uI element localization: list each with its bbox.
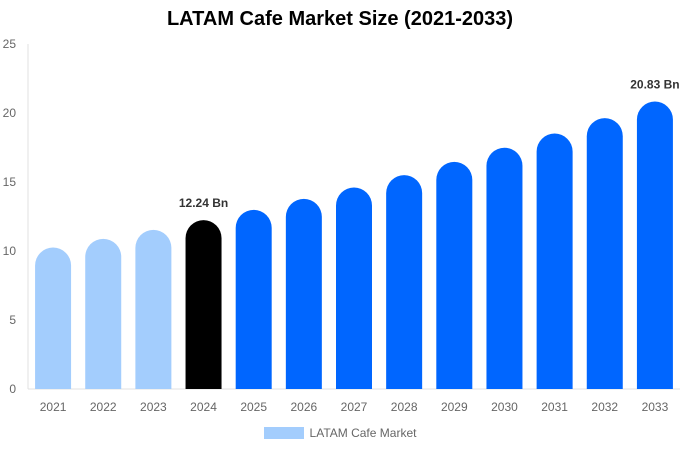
- x-tick-label: 2032: [591, 400, 618, 414]
- bar-2032: [586, 118, 623, 389]
- bar-2027: [336, 187, 372, 389]
- x-tick-label: 2025: [240, 400, 267, 414]
- x-tick-label: 2031: [541, 400, 568, 414]
- bar-2024: [185, 220, 222, 389]
- bar-2029: [436, 161, 473, 389]
- y-tick-label: 10: [3, 244, 17, 258]
- x-tick-label: 2023: [140, 400, 167, 414]
- x-tick-label: 2027: [341, 400, 368, 414]
- legend-label: LATAM Cafe Market: [309, 426, 417, 440]
- x-tick-label: 2026: [290, 400, 317, 414]
- chart-title: LATAM Cafe Market Size (2021-2033): [166, 8, 514, 30]
- x-tick-label: 2030: [491, 400, 518, 414]
- bar-2025: [235, 209, 272, 389]
- y-tick-label: 15: [3, 175, 17, 189]
- x-tick-label: 2028: [391, 400, 418, 414]
- y-tick-label: 25: [3, 37, 17, 51]
- x-tick-label: 2029: [441, 400, 468, 414]
- y-tick-label: 20: [3, 106, 17, 120]
- y-tick-label: 0: [9, 382, 16, 396]
- bar-2033: [636, 101, 673, 390]
- x-tick-label: 2021: [40, 400, 67, 414]
- x-tick-label: 2022: [90, 400, 117, 414]
- bar-2021: [35, 247, 72, 389]
- data-label: 20.83 Bn: [630, 78, 679, 92]
- bar-2030: [486, 147, 523, 389]
- legend: LATAM Cafe Market: [0, 426, 680, 440]
- y-tick-label: 5: [9, 313, 16, 327]
- bar-2031: [536, 133, 573, 389]
- data-label: 12.24 Bn: [179, 196, 228, 210]
- bar-2026: [285, 198, 322, 389]
- x-tick-label: 2024: [190, 400, 217, 414]
- bar-2023: [135, 229, 172, 389]
- bar-2022: [85, 238, 122, 389]
- x-tick-label: 2033: [642, 400, 669, 414]
- legend-swatch[interactable]: [263, 427, 304, 439]
- bar-2028: [386, 175, 423, 389]
